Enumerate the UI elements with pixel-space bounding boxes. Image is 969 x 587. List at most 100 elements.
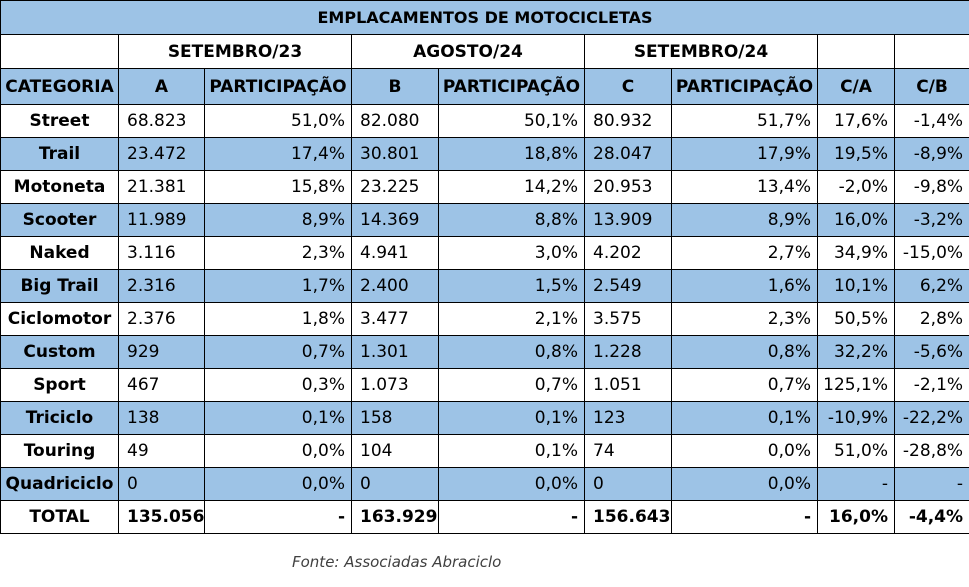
value-b-cell: 0: [351, 467, 439, 501]
c-over-a-cell: 17,6%: [817, 104, 895, 138]
share-c-cell: 0,7%: [671, 368, 818, 402]
c-over-a-cell: 50,5%: [817, 302, 895, 336]
share-c-cell: 2,3%: [671, 302, 818, 336]
c-over-b-cell: -8,9%: [893, 137, 969, 171]
column-header-c-over-b: C/B: [893, 68, 969, 105]
period-header-spacer: [817, 34, 895, 69]
source-note: Fonte: Associadas Abraciclo: [292, 553, 502, 571]
c-over-a-cell: 125,1%: [817, 368, 895, 402]
period-header-aug24: AGOSTO/24: [351, 34, 585, 69]
c-over-b-cell: -4,4%: [893, 500, 969, 534]
share-c-cell: 13,4%: [671, 170, 818, 204]
category-cell: Triciclo: [0, 401, 119, 435]
value-c-cell: 3.575: [584, 302, 672, 336]
share-a-cell: 15,8%: [204, 170, 352, 204]
share-c-cell: 0,1%: [671, 401, 818, 435]
value-c-cell: 74: [584, 434, 672, 468]
share-b-cell: 0,1%: [438, 401, 585, 435]
share-a-cell: 17,4%: [204, 137, 352, 171]
value-b-cell: 4.941: [351, 236, 439, 270]
share-b-cell: 18,8%: [438, 137, 585, 171]
column-header-share-a: PARTICIPAÇÃO: [204, 68, 352, 105]
category-cell: Scooter: [0, 203, 119, 237]
category-cell: Touring: [0, 434, 119, 468]
value-b-cell: 3.477: [351, 302, 439, 336]
value-c-cell: 156.643: [584, 500, 672, 534]
column-header-share-b: PARTICIPAÇÃO: [438, 68, 585, 105]
category-cell: Naked: [0, 236, 119, 270]
share-b-cell: 1,5%: [438, 269, 585, 303]
c-over-a-cell: 16,0%: [817, 500, 895, 534]
value-a-cell: 49: [118, 434, 205, 468]
c-over-a-cell: 32,2%: [817, 335, 895, 369]
c-over-a-cell: 19,5%: [817, 137, 895, 171]
value-c-cell: 80.932: [584, 104, 672, 138]
share-c-cell: 8,9%: [671, 203, 818, 237]
table-row: Ciclomotor 2.376 1,8% 3.477 2,1% 3.575 2,3% 50,…: [0, 302, 969, 336]
value-a-cell: 21.381: [118, 170, 205, 204]
share-c-cell: 51,7%: [671, 104, 818, 138]
share-b-cell: -: [438, 500, 585, 534]
value-a-cell: 23.472: [118, 137, 205, 171]
value-b-cell: 23.225: [351, 170, 439, 204]
share-b-cell: 0,7%: [438, 368, 585, 402]
c-over-b-cell: -5,6%: [893, 335, 969, 369]
table-row: Scooter 11.989 8,9% 14.369 8,8% 13.909 8,9% 16,…: [0, 203, 969, 237]
column-header-c-over-a: C/A: [817, 68, 895, 105]
period-header-sep23: SETEMBRO/23: [118, 34, 352, 69]
share-b-cell: 0,1%: [438, 434, 585, 468]
table-row: Triciclo 138 0,1% 158 0,1% 123 0,1% -10,9% -22,2…: [0, 401, 969, 435]
table-row: Trail 23.472 17,4% 30.801 18,8% 28.047 17,9% 19…: [0, 137, 969, 171]
share-c-cell: 2,7%: [671, 236, 818, 270]
share-c-cell: 0,0%: [671, 467, 818, 501]
share-c-cell: 1,6%: [671, 269, 818, 303]
category-cell: Street: [0, 104, 119, 138]
value-c-cell: 13.909: [584, 203, 672, 237]
c-over-a-cell: -: [817, 467, 895, 501]
share-c-cell: -: [671, 500, 818, 534]
value-b-cell: 30.801: [351, 137, 439, 171]
table-title: EMPLACAMENTOS DE MOTOCICLETAS: [0, 0, 969, 35]
value-a-cell: 3.116: [118, 236, 205, 270]
share-a-cell: 2,3%: [204, 236, 352, 270]
share-a-cell: 1,8%: [204, 302, 352, 336]
c-over-b-cell: 2,8%: [893, 302, 969, 336]
c-over-b-cell: -: [893, 467, 969, 501]
value-c-cell: 4.202: [584, 236, 672, 270]
share-a-cell: 0,7%: [204, 335, 352, 369]
category-cell: Ciclomotor: [0, 302, 119, 336]
share-a-cell: 8,9%: [204, 203, 352, 237]
table-row: Big Trail 2.316 1,7% 2.400 1,5% 2.549 1,6% 10,1…: [0, 269, 969, 303]
value-b-cell: 1.301: [351, 335, 439, 369]
category-cell: Motoneta: [0, 170, 119, 204]
value-c-cell: 20.953: [584, 170, 672, 204]
category-cell: Big Trail: [0, 269, 119, 303]
value-a-cell: 2.376: [118, 302, 205, 336]
share-a-cell: 0,3%: [204, 368, 352, 402]
c-over-a-cell: 10,1%: [817, 269, 895, 303]
value-b-cell: 82.080: [351, 104, 439, 138]
value-a-cell: 135.056: [118, 500, 205, 534]
share-a-cell: 0,1%: [204, 401, 352, 435]
value-b-cell: 14.369: [351, 203, 439, 237]
c-over-b-cell: -2,1%: [893, 368, 969, 402]
table-row: Naked 3.116 2,3% 4.941 3,0% 4.202 2,7% 34,9% -15…: [0, 236, 969, 270]
table-row: Motoneta 21.381 15,8% 23.225 14,2% 20.953 13,4…: [0, 170, 969, 204]
category-cell: Trail: [0, 137, 119, 171]
category-cell: TOTAL: [0, 500, 119, 534]
c-over-b-cell: -15,0%: [893, 236, 969, 270]
share-b-cell: 50,1%: [438, 104, 585, 138]
value-a-cell: 2.316: [118, 269, 205, 303]
share-b-cell: 2,1%: [438, 302, 585, 336]
value-a-cell: 68.823: [118, 104, 205, 138]
value-a-cell: 929: [118, 335, 205, 369]
share-a-cell: -: [204, 500, 352, 534]
value-b-cell: 104: [351, 434, 439, 468]
table-row: Touring 49 0,0% 104 0,1% 74 0,0% 51,0% -28,8%: [0, 434, 969, 468]
share-b-cell: 8,8%: [438, 203, 585, 237]
column-header-a: A: [118, 68, 205, 105]
value-c-cell: 1.051: [584, 368, 672, 402]
value-b-cell: 163.929: [351, 500, 439, 534]
share-b-cell: 0,0%: [438, 467, 585, 501]
c-over-b-cell: -3,2%: [893, 203, 969, 237]
